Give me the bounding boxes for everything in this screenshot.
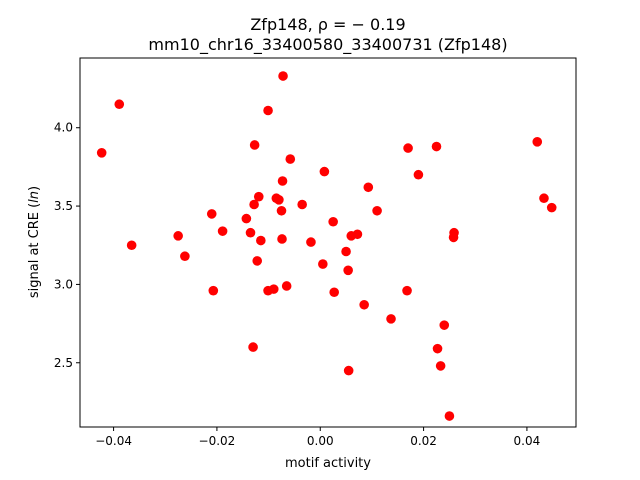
- data-point: [363, 182, 374, 193]
- data-point: [546, 202, 557, 213]
- chart-title-line2: mm10_chr16_33400580_33400731 (Zfp148): [148, 35, 507, 55]
- data-point: [318, 259, 328, 269]
- x-tick-label: 0.00: [307, 434, 334, 448]
- data-point: [359, 299, 369, 310]
- data-points: [96, 71, 557, 421]
- data-point: [281, 281, 292, 291]
- data-point: [431, 141, 442, 152]
- data-point: [306, 237, 316, 247]
- data-point: [276, 205, 287, 216]
- data-point: [539, 193, 549, 204]
- plot-area-frame: [79, 57, 577, 428]
- data-point: [403, 143, 413, 153]
- data-point: [173, 231, 183, 241]
- data-point: [96, 147, 107, 158]
- data-point: [352, 229, 363, 240]
- y-axis-ticks: 2.5 3.0 3.5 4.0: [54, 121, 80, 370]
- data-point: [328, 216, 338, 227]
- y-axis-label-end: ): [27, 186, 42, 191]
- y-tick-label: 4.0: [54, 121, 73, 135]
- x-axis-label: motif activity: [285, 456, 371, 471]
- data-point: [241, 213, 252, 224]
- data-point: [343, 365, 354, 376]
- y-axis-label-start: signal at CRE (: [27, 203, 42, 298]
- data-point: [126, 240, 137, 251]
- y-axis-label: signal at CRE (ln): [27, 186, 42, 298]
- data-point: [114, 99, 125, 110]
- data-point: [180, 251, 190, 262]
- data-point: [386, 314, 396, 324]
- data-point: [413, 169, 424, 180]
- data-point: [278, 71, 288, 81]
- data-point: [439, 320, 450, 330]
- y-tick-label: 3.0: [54, 277, 73, 291]
- data-point: [277, 176, 288, 186]
- y-tick-label: 3.5: [54, 199, 73, 213]
- x-axis-ticks: −0.04 −0.02 0.00 0.02 0.04: [95, 427, 540, 448]
- data-point: [274, 195, 284, 205]
- x-tick-label: 0.04: [514, 434, 541, 448]
- data-point: [402, 285, 412, 296]
- x-tick-label: −0.02: [199, 434, 236, 448]
- data-point: [208, 285, 219, 296]
- data-point: [329, 287, 340, 298]
- data-point: [343, 265, 353, 276]
- data-point: [256, 235, 266, 246]
- data-point: [532, 137, 543, 147]
- data-point: [252, 256, 263, 266]
- y-axis-label-italic: ln: [27, 191, 42, 203]
- data-point: [268, 284, 279, 294]
- data-point: [432, 343, 443, 354]
- data-point: [449, 227, 459, 238]
- data-point: [435, 361, 446, 371]
- data-point: [248, 342, 258, 352]
- data-point: [444, 411, 455, 421]
- data-point: [341, 246, 351, 257]
- data-point: [263, 105, 273, 116]
- data-point: [245, 227, 256, 238]
- data-point: [217, 226, 228, 236]
- data-point: [277, 234, 287, 244]
- data-point: [297, 199, 307, 210]
- data-point: [206, 209, 217, 219]
- data-point: [253, 191, 264, 202]
- data-point: [249, 199, 259, 210]
- y-tick-label: 2.5: [54, 356, 73, 370]
- data-point: [372, 205, 382, 216]
- x-tick-label: −0.04: [95, 434, 132, 448]
- chart-title-line1: Zfp148, ρ = − 0.19: [250, 15, 405, 34]
- x-tick-label: 0.02: [410, 434, 437, 448]
- data-point: [319, 166, 330, 177]
- data-point: [285, 154, 296, 164]
- data-point: [249, 140, 260, 150]
